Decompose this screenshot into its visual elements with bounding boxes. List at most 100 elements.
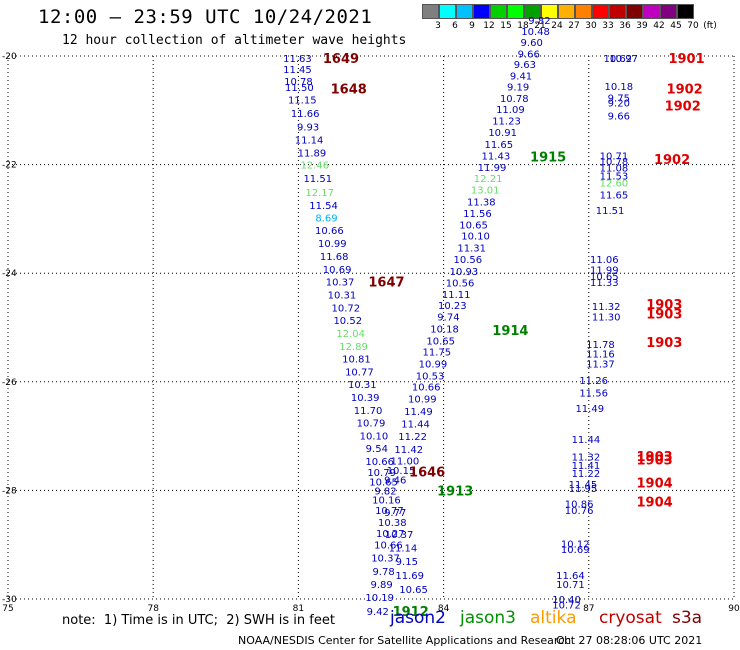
wave-height-value: 11.00	[391, 457, 420, 468]
wave-height-value: 12.21	[474, 174, 503, 185]
color-legend-swatch	[490, 4, 507, 19]
wave-height-value: 11.32	[572, 453, 601, 464]
pass-number-label: 1902	[654, 153, 690, 168]
wave-height-value: 10.69	[323, 265, 352, 276]
wave-height-value: 10.69	[561, 545, 590, 556]
wave-height-value: 10.48	[521, 27, 550, 38]
wave-height-value: 9.93	[297, 123, 319, 134]
pass-number-label: 1903	[646, 298, 682, 313]
wave-height-value: 11.78	[586, 340, 615, 351]
wave-height-value: 9.74	[437, 313, 459, 324]
wave-height-value: 11.89	[298, 149, 327, 160]
color-legend-label: 12	[483, 21, 495, 31]
y-tick-label: -28	[2, 486, 17, 496]
wave-height-value: 9.54	[366, 444, 388, 455]
wave-height-value: 11.42	[394, 445, 423, 456]
wave-height-value: 9.82	[528, 16, 550, 27]
wave-height-value: 10.39	[351, 393, 380, 404]
x-tick-label: 87	[583, 604, 594, 614]
wave-height-value: 9.15	[396, 557, 418, 568]
wave-height-value: 10.65	[369, 478, 398, 489]
color-legend-swatch	[439, 4, 456, 19]
color-legend-label: 6	[452, 21, 458, 31]
wave-height-value: 9.82	[374, 486, 396, 497]
satellite-legend-item: jason2	[390, 608, 446, 628]
wave-height-value: 11.51	[303, 174, 332, 185]
pass-number-label: 1903	[637, 453, 673, 468]
wave-height-value: 10.99	[408, 395, 437, 406]
color-legend-swatch	[575, 4, 592, 19]
pass-number-label: 1901	[668, 52, 704, 67]
wave-height-value: 10.12	[561, 540, 590, 551]
wave-height-value: 11.11	[442, 290, 471, 301]
color-legend-swatch	[507, 4, 524, 19]
wave-height-value: 9.66	[518, 49, 540, 60]
wave-height-value: 10.56	[446, 278, 475, 289]
wave-height-value: 11.45	[283, 65, 312, 76]
color-legend-swatches	[422, 4, 694, 19]
pass-number-label: 1914	[492, 324, 528, 339]
satellite-legend-item: jason3	[460, 608, 516, 628]
wave-height-value: 11.33	[590, 278, 619, 289]
wave-height-value: 11.43	[482, 151, 511, 162]
pass-number-label: 1648	[331, 83, 367, 98]
wave-height-value: 10.91	[488, 128, 517, 139]
x-tick-label: 90	[728, 604, 740, 614]
wave-height-value: 10.66	[315, 226, 344, 237]
wave-height-value: 9.89	[371, 580, 393, 591]
wave-height-value: 9.66	[608, 112, 630, 123]
chart-subtitle: 12 hour collection of altimeter wave hei…	[62, 33, 407, 48]
y-tick-label: -20	[2, 52, 17, 62]
wave-height-value: 10.65	[426, 337, 455, 348]
pass-number-label: 1902	[667, 83, 703, 98]
wave-height-value: 11.45	[569, 480, 598, 491]
wave-height-value: 11.64	[556, 571, 585, 582]
wave-height-value: 10.62	[604, 54, 633, 65]
pass-number-label: 1903	[646, 336, 682, 351]
wave-height-value: 10.78	[600, 157, 629, 168]
wave-height-value: 10.10	[461, 232, 490, 243]
color-legend-label: 45	[670, 21, 682, 31]
wave-height-value: 12.04	[336, 329, 365, 340]
wave-height-value: 11.53	[600, 171, 629, 182]
color-legend-swatch	[422, 4, 439, 19]
pass-number-label: 1646	[409, 465, 445, 480]
pass-number-label: 1903	[646, 307, 682, 322]
wave-height-value: 10.66	[412, 383, 441, 394]
color-legend-label: 9	[469, 21, 475, 31]
wave-height-value: 9.42	[367, 607, 389, 618]
wave-height-value: 9.19	[507, 82, 529, 93]
color-legend-swatch	[609, 4, 626, 19]
wave-height-value: 9.60	[521, 38, 543, 49]
wave-height-value: 11.99	[478, 163, 507, 174]
wave-height-value: 11.49	[404, 407, 433, 418]
wave-height-value: 10.93	[450, 267, 479, 278]
color-legend-swatch	[524, 4, 541, 19]
color-legend-label: 3	[435, 21, 441, 31]
color-legend-swatch	[677, 4, 694, 19]
pass-number-label: 1913	[437, 484, 473, 499]
wave-height-value: 11.15	[288, 95, 317, 106]
wave-height-value: 11.32	[592, 302, 621, 313]
wave-height-value: 13.01	[471, 186, 500, 197]
color-legend-label: 36	[619, 21, 631, 31]
color-legend-swatch	[592, 4, 609, 19]
pass-number-label: 1904	[637, 476, 673, 491]
color-legend-swatch	[643, 4, 660, 19]
wave-height-value: 10.23	[438, 301, 467, 312]
wave-height-value: 10.16	[372, 496, 401, 507]
wave-height-value: 9.63	[514, 60, 536, 71]
wave-height-value: 10.77	[345, 367, 374, 378]
wave-height-value: 10.53	[416, 371, 445, 382]
wave-height-value: 10.71	[600, 151, 629, 162]
wave-height-value: 12.60	[600, 179, 629, 190]
wave-height-value: 10.79	[367, 468, 396, 479]
wave-height-value: 11.08	[600, 163, 629, 174]
color-legend-swatch	[660, 4, 677, 19]
wave-height-value: 10.86	[565, 499, 594, 510]
color-legend-label: 24	[551, 21, 563, 31]
wave-height-value: 11.14	[295, 136, 324, 147]
wave-height-value: 10.78	[500, 94, 529, 105]
wave-height-value: 10.40	[552, 595, 581, 606]
